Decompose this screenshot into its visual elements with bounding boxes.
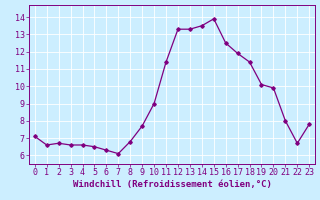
X-axis label: Windchill (Refroidissement éolien,°C): Windchill (Refroidissement éolien,°C) [73,180,271,189]
